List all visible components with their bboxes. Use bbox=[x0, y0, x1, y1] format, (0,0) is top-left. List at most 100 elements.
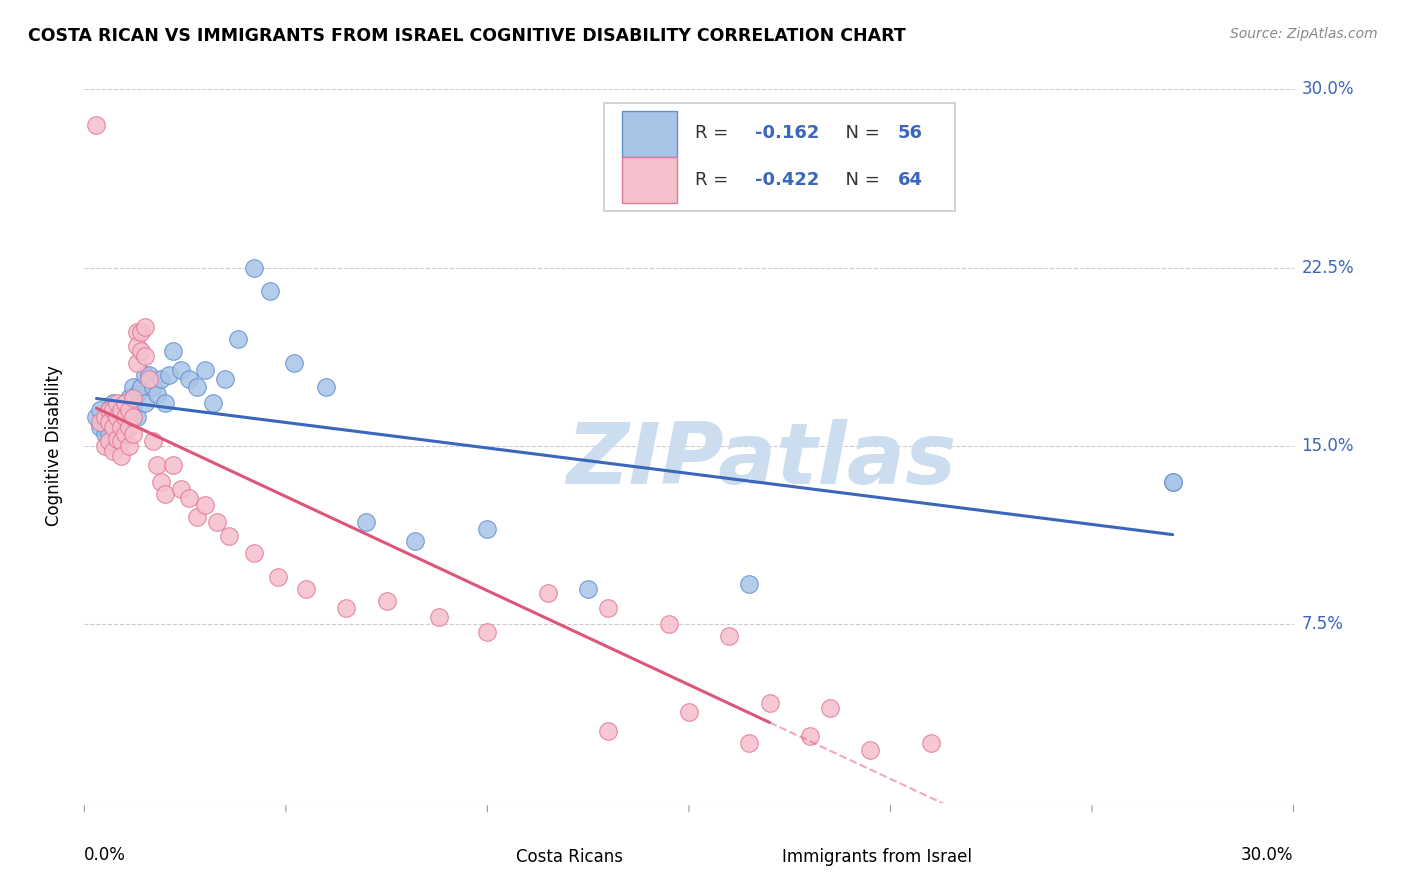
Point bbox=[758, 696, 780, 710]
Point bbox=[149, 475, 172, 489]
Point bbox=[101, 432, 124, 446]
Point bbox=[101, 420, 124, 434]
Point bbox=[114, 410, 136, 425]
Point bbox=[598, 724, 620, 739]
Point bbox=[125, 386, 148, 401]
Point bbox=[121, 392, 143, 406]
Point bbox=[146, 386, 169, 401]
Point bbox=[283, 356, 305, 370]
Point bbox=[110, 415, 132, 429]
Point bbox=[818, 700, 841, 714]
Text: Source: ZipAtlas.com: Source: ZipAtlas.com bbox=[1230, 27, 1378, 41]
Point bbox=[598, 600, 620, 615]
Point bbox=[97, 427, 120, 442]
Point bbox=[142, 434, 165, 449]
Point bbox=[157, 368, 180, 382]
Point bbox=[186, 379, 208, 393]
Point bbox=[218, 529, 240, 543]
Point bbox=[267, 570, 290, 584]
Point bbox=[118, 410, 141, 425]
Point bbox=[186, 510, 208, 524]
Point bbox=[110, 403, 132, 417]
FancyBboxPatch shape bbox=[713, 844, 770, 871]
Text: COSTA RICAN VS IMMIGRANTS FROM ISRAEL COGNITIVE DISABILITY CORRELATION CHART: COSTA RICAN VS IMMIGRANTS FROM ISRAEL CO… bbox=[28, 27, 905, 45]
Point bbox=[658, 617, 681, 632]
Point bbox=[89, 420, 111, 434]
Point bbox=[121, 427, 143, 442]
Point bbox=[105, 396, 128, 410]
Point bbox=[335, 600, 357, 615]
Text: -0.422: -0.422 bbox=[755, 171, 820, 189]
Point bbox=[242, 546, 264, 560]
Text: ZIPatlas: ZIPatlas bbox=[567, 418, 956, 502]
Point bbox=[110, 449, 132, 463]
Point bbox=[89, 403, 111, 417]
Point bbox=[738, 577, 761, 591]
Text: -0.162: -0.162 bbox=[755, 125, 820, 143]
Text: R =: R = bbox=[695, 125, 734, 143]
Point bbox=[1161, 475, 1184, 489]
Point bbox=[170, 363, 193, 377]
Point bbox=[1161, 475, 1184, 489]
Point bbox=[375, 593, 398, 607]
Text: 30.0%: 30.0% bbox=[1302, 80, 1354, 98]
Point bbox=[121, 403, 143, 417]
Point bbox=[93, 410, 115, 425]
Point bbox=[97, 415, 120, 429]
Point bbox=[259, 285, 281, 299]
Point bbox=[477, 522, 499, 536]
Point bbox=[118, 439, 141, 453]
FancyBboxPatch shape bbox=[623, 157, 676, 203]
Point bbox=[138, 368, 160, 382]
Point bbox=[799, 729, 821, 743]
Point bbox=[121, 410, 143, 425]
Point bbox=[194, 499, 217, 513]
Point bbox=[179, 491, 201, 506]
Point bbox=[134, 349, 156, 363]
Point bbox=[105, 420, 128, 434]
Point bbox=[427, 610, 450, 624]
Point bbox=[125, 339, 148, 353]
Point bbox=[179, 372, 201, 386]
Point bbox=[242, 260, 264, 275]
Point bbox=[678, 706, 700, 720]
Point bbox=[93, 410, 115, 425]
Point bbox=[202, 396, 225, 410]
Point bbox=[110, 434, 132, 449]
Point bbox=[114, 396, 136, 410]
Point bbox=[920, 736, 942, 750]
Point bbox=[121, 379, 143, 393]
Text: Cognitive Disability: Cognitive Disability bbox=[45, 366, 63, 526]
FancyBboxPatch shape bbox=[623, 111, 676, 157]
Point bbox=[97, 403, 120, 417]
Point bbox=[118, 392, 141, 406]
Point bbox=[153, 486, 176, 500]
Point bbox=[114, 420, 136, 434]
Text: 7.5%: 7.5% bbox=[1302, 615, 1344, 633]
Point bbox=[207, 515, 229, 529]
Point bbox=[477, 624, 499, 639]
Text: N =: N = bbox=[834, 125, 886, 143]
Text: 64: 64 bbox=[898, 171, 924, 189]
Point bbox=[134, 320, 156, 334]
Text: 22.5%: 22.5% bbox=[1302, 259, 1354, 277]
Point bbox=[118, 420, 141, 434]
Point bbox=[86, 410, 108, 425]
Point bbox=[93, 439, 115, 453]
Point bbox=[93, 420, 115, 434]
Point bbox=[138, 372, 160, 386]
Point bbox=[114, 427, 136, 442]
FancyBboxPatch shape bbox=[605, 103, 955, 211]
Point bbox=[110, 427, 132, 442]
Point bbox=[214, 372, 236, 386]
Text: N =: N = bbox=[834, 171, 886, 189]
Point bbox=[118, 403, 141, 417]
Point bbox=[110, 420, 132, 434]
Point bbox=[404, 534, 426, 549]
Point bbox=[105, 432, 128, 446]
Point bbox=[226, 332, 249, 346]
Point bbox=[110, 403, 132, 417]
Point bbox=[129, 343, 152, 358]
Point bbox=[101, 410, 124, 425]
Point bbox=[97, 434, 120, 449]
